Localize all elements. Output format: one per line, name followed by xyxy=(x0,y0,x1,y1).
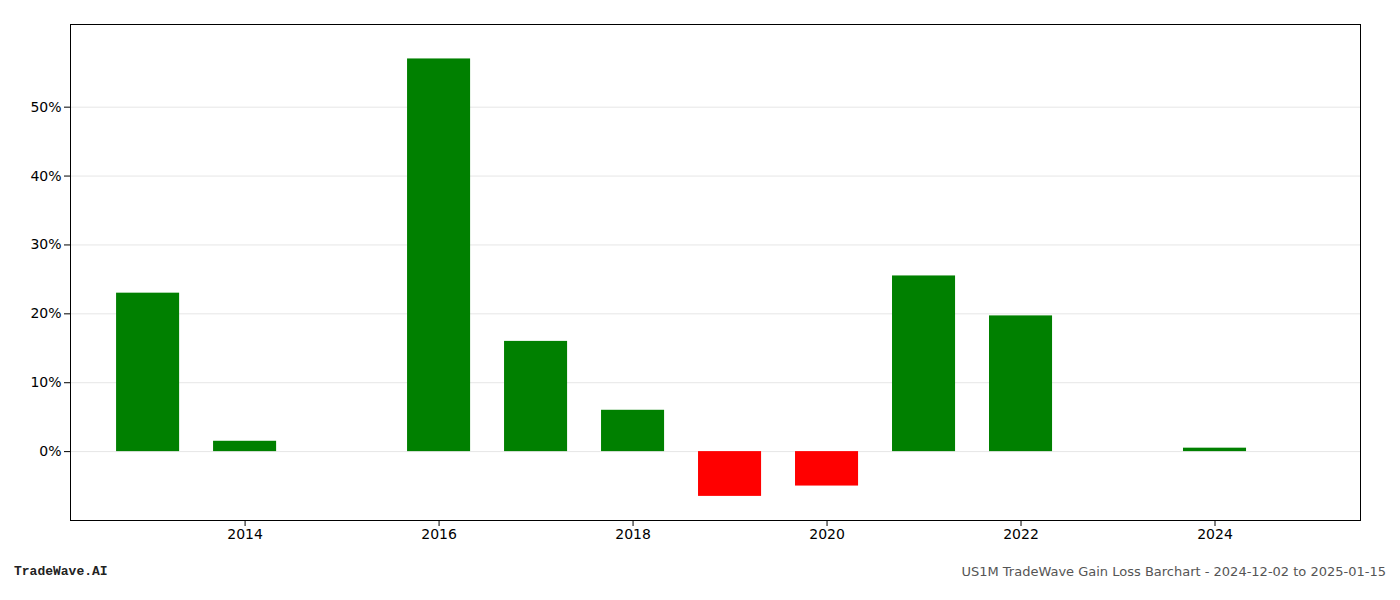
svg-text:2024: 2024 xyxy=(1197,526,1233,542)
svg-text:30%: 30% xyxy=(30,236,61,252)
svg-text:2022: 2022 xyxy=(1003,526,1039,542)
svg-text:2014: 2014 xyxy=(227,526,263,542)
svg-text:50%: 50% xyxy=(30,99,61,115)
svg-text:2018: 2018 xyxy=(615,526,651,542)
svg-text:2020: 2020 xyxy=(809,526,845,542)
svg-text:2016: 2016 xyxy=(421,526,457,542)
svg-text:10%: 10% xyxy=(30,374,61,390)
svg-text:0%: 0% xyxy=(39,443,61,459)
html-text:TradeWave.AI: TradeWave.AI xyxy=(14,564,108,579)
svg-text:40%: 40% xyxy=(30,168,61,184)
svg-text:20%: 20% xyxy=(30,305,61,321)
html-text:US1M TradeWave Gain Loss Barch: US1M TradeWave Gain Loss Barchart - 2024… xyxy=(961,564,1386,579)
